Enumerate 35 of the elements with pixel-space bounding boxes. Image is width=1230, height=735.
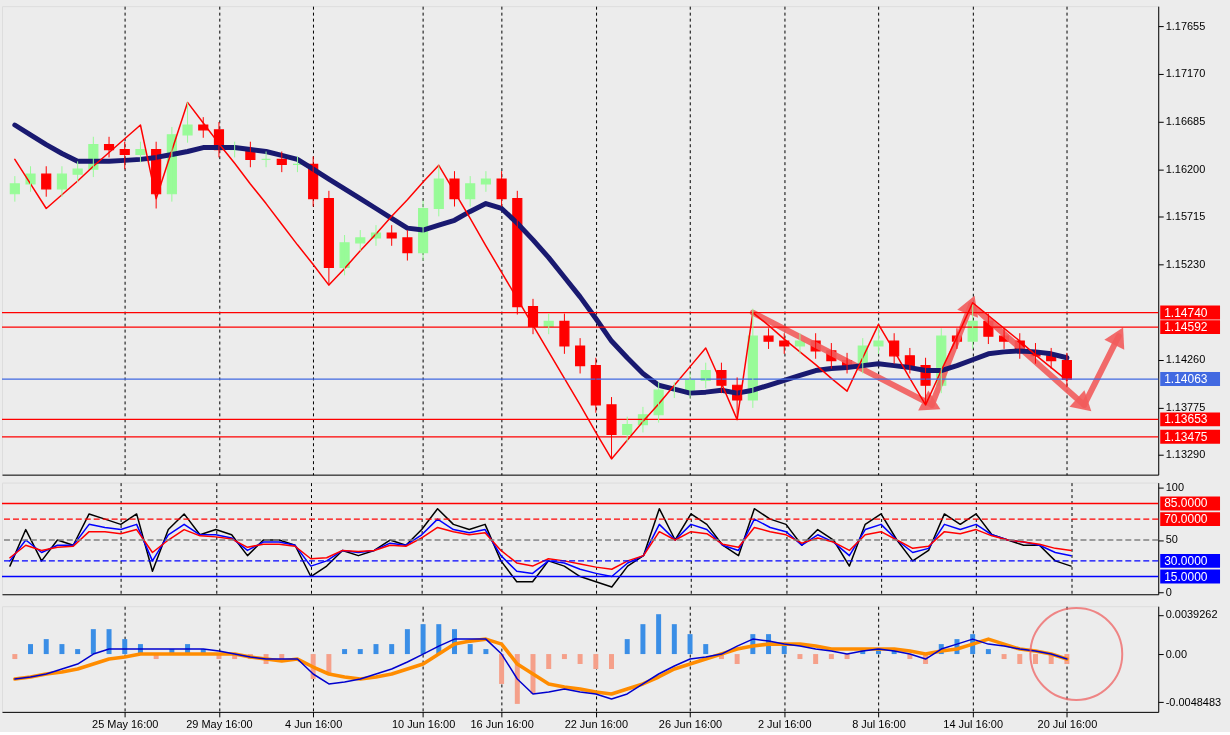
x-tick-label: 2 Jul 16:00 <box>757 718 812 731</box>
x-tick-label: 25 May 16:00 <box>92 718 159 731</box>
y-tick-label: 1.17170 <box>1165 67 1206 80</box>
y-tick-label: -0.0048483 <box>1165 695 1222 708</box>
y-tick-label: 1.16200 <box>1165 162 1206 175</box>
x-tick-label: 4 Jun 16:00 <box>285 718 343 731</box>
y-tick-label: 1.13775 <box>1165 400 1206 413</box>
x-tick-label: 22 Jun 16:00 <box>564 718 628 731</box>
x-tick-label: 10 Jun 16:00 <box>391 718 456 731</box>
y-tick-label: 1.14260 <box>1165 353 1206 366</box>
x-tick-label: 16 Jun 16:00 <box>470 718 534 731</box>
y-tick-label: 1.15230 <box>1165 257 1206 270</box>
y-tick-label: 0.00 <box>1165 647 1188 660</box>
ref-line-label: 1.14740 <box>1164 305 1208 320</box>
ref-line-label: 1.13653 <box>1164 412 1208 427</box>
y-tick-label: 100 <box>1165 481 1184 494</box>
y-tick-label: 0 <box>1165 585 1172 598</box>
y-tick-label: 50 <box>1165 533 1178 546</box>
x-tick-label: 8 Jul 16:00 <box>852 718 906 731</box>
y-tick-label: 1.16685 <box>1165 115 1206 128</box>
x-tick-label: 14 Jul 16:00 <box>943 718 1004 731</box>
x-tick-label: 26 Jun 16:00 <box>658 718 723 731</box>
x-tick-label: 20 Jul 16:00 <box>1037 718 1098 731</box>
y-tick-label: 0.0039262 <box>1165 608 1218 621</box>
x-tick-label: 29 May 16:00 <box>186 718 253 731</box>
ref-line-label: 30.0000 <box>1164 553 1208 568</box>
y-tick-label: 1.13290 <box>1165 448 1206 461</box>
y-tick-label: 1.15715 <box>1165 210 1206 223</box>
ref-line-label: 1.14592 <box>1164 320 1208 335</box>
ref-line-label: 85.0000 <box>1164 496 1208 511</box>
ref-line-label: 70.0000 <box>1164 512 1208 527</box>
ref-line-label: 1.14063 <box>1164 372 1208 387</box>
y-tick-label: 1.17655 <box>1165 19 1206 32</box>
ref-line-label: 15.0000 <box>1164 569 1208 584</box>
ref-line-label: 1.13475 <box>1164 429 1208 444</box>
